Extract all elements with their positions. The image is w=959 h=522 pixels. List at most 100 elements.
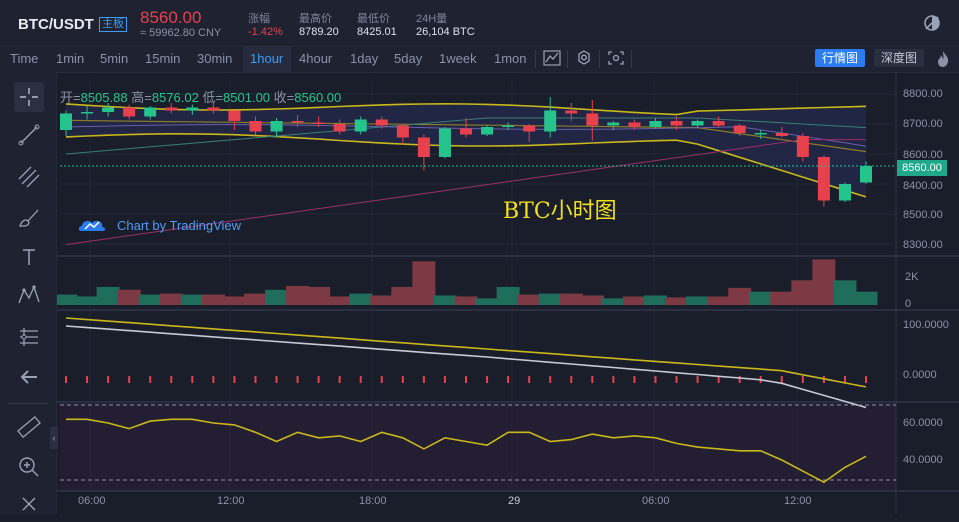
volume-bar — [117, 289, 141, 305]
volume-bar — [496, 286, 520, 305]
volume-bar — [370, 295, 394, 305]
volume-bar — [559, 293, 583, 305]
macd-line — [65, 325, 867, 409]
depth-chart-tab[interactable]: 深度图 — [874, 49, 924, 67]
candle-body — [375, 119, 388, 126]
macd-signal-line — [65, 317, 867, 388]
interval-5day[interactable]: 5day — [394, 51, 423, 66]
candle-body — [333, 124, 346, 132]
interval-1mon[interactable]: 1mon — [494, 51, 527, 66]
candle-body — [628, 122, 641, 127]
crosshair-icon[interactable] — [14, 82, 44, 112]
pair-name[interactable]: BTC/USDT — [18, 16, 94, 33]
volume-bar — [580, 295, 604, 305]
close-icon[interactable] — [14, 492, 44, 522]
tradingview-label[interactable]: Chart by TradingView — [117, 218, 242, 233]
volume-bar — [770, 291, 794, 305]
interval-4hour[interactable]: 4hour — [299, 51, 333, 66]
collapse-sidebar-icon[interactable]: ‹ — [50, 427, 58, 449]
candle-body — [586, 113, 599, 126]
interval-30min[interactable]: 30min — [197, 51, 233, 66]
macd-tick: 0.0000 — [903, 369, 937, 381]
candle-body — [649, 121, 662, 127]
volume-bar — [138, 294, 162, 305]
volume-bar — [538, 293, 562, 305]
back-arrow-icon[interactable] — [14, 362, 44, 392]
volume-bar — [433, 295, 457, 305]
candle-body — [396, 125, 409, 138]
candle-body — [186, 107, 199, 111]
price-chart[interactable] — [57, 72, 959, 514]
parallel-lines-icon[interactable] — [14, 162, 44, 192]
low-value: 8425.01 — [357, 26, 397, 38]
osc-tick: 60.0000 — [903, 417, 943, 429]
zoom-in-icon[interactable] — [14, 452, 44, 482]
oscillator-line — [66, 418, 867, 484]
candle-body — [291, 121, 304, 123]
settings-gear-icon[interactable] — [573, 49, 595, 69]
ohlc-high-value: 8576.02 — [151, 90, 199, 105]
text-tool-icon[interactable] — [14, 242, 44, 272]
measure-icon[interactable] — [14, 321, 44, 351]
oscillator-pane — [60, 403, 896, 491]
volume-tick: 0 — [905, 298, 912, 310]
volume-bar — [454, 296, 478, 305]
candle-body — [417, 137, 430, 157]
ohlc-open-label: 开= — [60, 90, 81, 105]
ohlc-low-value: 8501.00 — [223, 90, 271, 105]
candle-body — [438, 128, 451, 157]
volume-bar — [517, 294, 541, 305]
volume-bar — [180, 294, 204, 305]
theme-toggle-icon[interactable] — [922, 13, 942, 33]
volume-tick: 2K — [905, 271, 919, 283]
volume-bar — [854, 291, 878, 305]
toolbar-divider — [631, 50, 632, 68]
screenshot-icon[interactable] — [605, 49, 627, 69]
tradingview-badge[interactable] — [77, 211, 257, 237]
chart-type-icon[interactable] — [541, 49, 563, 69]
main-chart-tab[interactable]: 行情图 — [815, 49, 865, 67]
price-tick: 8700.00 — [903, 118, 943, 130]
ohlc-close-label: 收= — [273, 90, 295, 105]
volume-bar — [286, 286, 310, 305]
macd-tick: 100.0000 — [903, 319, 949, 331]
price-tick: 8500.00 — [903, 209, 943, 221]
volume-bar — [791, 280, 815, 305]
trend-line-icon[interactable] — [14, 120, 44, 150]
volume-value: 26,104 BTC — [416, 26, 475, 38]
candle-body — [249, 121, 262, 132]
ohlc-high-label: 高= — [131, 90, 152, 105]
interval-1week[interactable]: 1week — [439, 51, 477, 66]
market-header: BTC/USDT 主板 8560.00 ≈ 59962.80 CNY 涨幅 -1… — [0, 0, 959, 44]
change-label: 涨幅 — [248, 13, 270, 25]
volume-bar — [349, 293, 373, 305]
price-tick: 8400.00 — [903, 180, 943, 192]
pattern-icon[interactable] — [14, 280, 44, 310]
change-value: -1.42% — [248, 26, 283, 38]
volume-bar — [665, 297, 689, 305]
toolbar-divider — [535, 50, 536, 68]
volume-bar — [833, 280, 857, 305]
volume-bar — [328, 296, 352, 305]
interval-1min[interactable]: 1min — [56, 51, 85, 66]
interval-1day[interactable]: 1day — [350, 51, 379, 66]
time-tick: 12:00 — [784, 495, 812, 507]
ruler-icon[interactable] — [14, 412, 44, 442]
candle-body — [123, 107, 136, 117]
candle-body — [838, 184, 851, 201]
bollinger-upper-line — [65, 102, 867, 116]
brush-icon[interactable] — [14, 202, 44, 232]
last-price: 8560.00 — [140, 8, 202, 27]
ohlc-open-value: 8505.88 — [80, 90, 128, 105]
volume-bar — [728, 287, 752, 305]
time-tick: 18:00 — [359, 495, 387, 507]
flame-icon[interactable] — [934, 49, 952, 69]
interval-1hour[interactable]: 1hour — [250, 51, 284, 66]
interval-15min[interactable]: 15min — [145, 51, 181, 66]
candle-body — [796, 136, 809, 157]
time-tick: 12:00 — [217, 495, 245, 507]
volume-bar — [475, 298, 499, 305]
active-interval-bg — [243, 46, 291, 72]
interval-5min[interactable]: 5min — [100, 51, 129, 66]
volume-bar — [601, 298, 625, 305]
